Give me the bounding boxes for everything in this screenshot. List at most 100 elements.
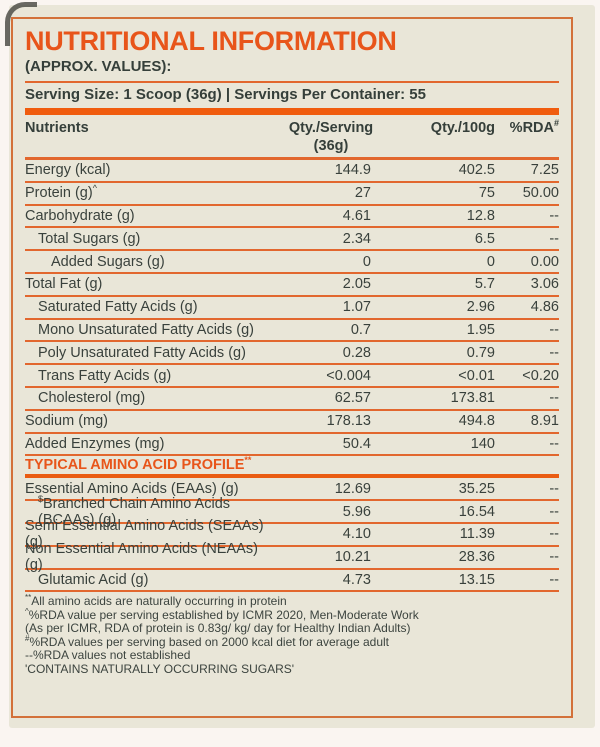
row-label: Sodium (mg) — [25, 413, 108, 430]
row-value: 8.91 — [530, 413, 559, 430]
row-value: <0.01 — [458, 367, 495, 384]
table-row: Protein (g)^ 27 75 50.00 — [25, 183, 559, 206]
row-value: 494.8 — [458, 413, 495, 430]
table-row: Sodium (mg) 178.13 494.8 8.91 — [25, 411, 559, 434]
row-label: Added Enzymes (mg) — [25, 435, 165, 452]
row-value: 2.96 — [466, 299, 495, 316]
table-row: Total Fat (g) 2.05 5.7 3.06 — [25, 274, 559, 297]
row-value: -- — [549, 571, 559, 588]
table-row: Non Essential Amino Acids (NEAAs) (g) 10.… — [25, 541, 559, 573]
col-header-qty-serving-line2: (36g) — [313, 138, 349, 154]
divider-line — [25, 81, 559, 83]
table-row: Poly Unsaturated Fatty Acids (g) 0.28 0.79… — [25, 342, 559, 366]
row-value: 0.28 — [342, 344, 371, 361]
table-row: Trans Fatty Acids (g) <0.004 <0.01 <0.20 — [25, 365, 559, 388]
row-value: 62.57 — [334, 390, 371, 407]
row-value: 4.61 — [342, 207, 371, 224]
row-label: Protein (g)^ — [25, 183, 97, 202]
row-value: 75 — [478, 185, 495, 202]
row-value: 4.73 — [342, 571, 371, 588]
footnote-line: **All amino acids are naturally occurrin… — [25, 593, 287, 609]
table-row: Cholesterol (mg) 62.57 173.81 -- — [25, 388, 559, 411]
row-value: -- — [549, 390, 559, 407]
footnotes-block: **All amino acids are naturally occurrin… — [25, 593, 559, 676]
package-corner-decoration — [5, 2, 37, 46]
row-value: 11.39 — [459, 526, 495, 543]
label-background — [5, 2, 595, 728]
row-value: 16.54 — [458, 503, 495, 520]
row-value: 4.86 — [530, 299, 559, 316]
row-label: Total Sugars (g) — [38, 230, 141, 247]
row-label: Semi Essential Amino Acids (SEAAs) (g) — [25, 518, 264, 551]
thick-divider-bar — [25, 108, 559, 115]
serving-size-line: Serving Size: 1 Scoop (36g) | Servings P… — [25, 86, 426, 103]
row-value: 1.07 — [342, 299, 371, 316]
panel-title: NUTRITIONAL INFORMATION — [25, 26, 397, 56]
row-value: 3.06 — [530, 276, 559, 293]
row-value: 0 — [362, 253, 371, 270]
table-row: Semi Essential Amino Acids (SEAAs) (g) 4.… — [25, 518, 559, 550]
row-label: $Branched Chain Amino Acids (BCAAs) (g) — [38, 493, 231, 528]
row-value: -- — [549, 435, 559, 452]
row-value: 7.25 — [530, 162, 559, 179]
row-value: 50.00 — [522, 185, 559, 202]
row-value: 402.5 — [458, 162, 495, 179]
row-value: <0.004 — [326, 367, 371, 384]
row-value: 144.9 — [334, 162, 371, 179]
footnote-line: --%RDA values not established — [25, 648, 191, 663]
row-value: 5.96 — [342, 503, 371, 520]
nutrition-panel: NUTRITIONAL INFORMATION (APPROX. VALUES)… — [11, 17, 573, 718]
row-label: Trans Fatty Acids (g) — [38, 367, 172, 384]
col-header-nutrients: Nutrients — [25, 120, 89, 136]
col-header-rda-sup: # — [553, 118, 559, 129]
table-row: $Branched Chain Amino Acids (BCAAs) (g) 5… — [25, 494, 559, 528]
row-value: 0.00 — [530, 253, 559, 270]
row-label: Saturated Fatty Acids (g) — [38, 299, 198, 316]
row-value: -- — [549, 503, 559, 520]
row-value: 50.4 — [342, 435, 371, 452]
row-value: 2.05 — [342, 276, 371, 293]
panel-subtitle: (APPROX. VALUES): — [25, 58, 172, 75]
table-row: Energy (kcal) 144.9 402.5 7.25 — [25, 160, 559, 183]
col-header-qty-serving-line1: Qty./Serving — [288, 120, 374, 136]
row-value: -- — [549, 207, 559, 224]
row-value: <0.20 — [522, 367, 559, 384]
row-value: -- — [549, 344, 559, 361]
row-value: -- — [549, 480, 559, 497]
table-row: Mono Unsaturated Fatty Acids (g) 0.7 1.95 -… — [25, 320, 559, 343]
row-label: Energy (kcal) — [25, 162, 111, 179]
row-value: -- — [549, 230, 559, 247]
table-row: Glutamic Acid (g) 4.73 13.15 -- — [25, 570, 559, 593]
footnote-line: #%RDA values per serving based on 2000 k… — [25, 633, 390, 649]
col-header-rda-text: %RDA — [509, 120, 554, 136]
row-value: 6.5 — [474, 230, 495, 247]
row-label: Total Fat (g) — [25, 276, 103, 293]
row-value: 173.81 — [450, 390, 495, 407]
row-value: 178.13 — [326, 413, 371, 430]
footnote-line: 'CONTAINS NATURALLY OCCURRING SUGARS' — [25, 661, 295, 676]
row-value: 27 — [354, 185, 371, 202]
row-value: 13.15 — [458, 571, 495, 588]
table-body: Energy (kcal) 144.9 402.5 7.25 Protein (g)^ 2… — [25, 160, 559, 593]
row-value: 5.7 — [474, 276, 495, 293]
row-label: Poly Unsaturated Fatty Acids (g) — [38, 344, 246, 361]
row-value: -- — [549, 321, 559, 338]
row-value: 1.95 — [466, 321, 495, 338]
row-value: 140 — [470, 435, 495, 452]
row-value: 12.69 — [334, 480, 371, 497]
row-value: 35.25 — [458, 480, 495, 497]
row-value: 28.36 — [458, 549, 495, 566]
footnote-line: (As per ICMR, RDA of protein is 0.83g/ k… — [25, 621, 411, 636]
row-label: Added Sugars (g) — [51, 253, 165, 270]
table-row: Essential Amino Acids (EAAs) (g) 12.69 35.… — [25, 478, 559, 502]
row-value: 0 — [486, 253, 495, 270]
table-row: Added Enzymes (mg) 50.4 140 -- — [25, 434, 559, 457]
row-label: Cholesterol (mg) — [38, 390, 146, 407]
row-label: Non Essential Amino Acids (NEAAs) (g) — [25, 541, 258, 574]
row-value: 0.7 — [350, 321, 371, 338]
row-value: 10.21 — [334, 549, 371, 566]
row-label: Carbohydrate (g) — [25, 207, 135, 224]
row-label: TYPICAL AMINO ACID PROFILE** — [25, 455, 252, 474]
section-header: TYPICAL AMINO ACID PROFILE** — [25, 455, 559, 479]
table-row: Carbohydrate (g) 4.61 12.8 -- — [25, 206, 559, 229]
